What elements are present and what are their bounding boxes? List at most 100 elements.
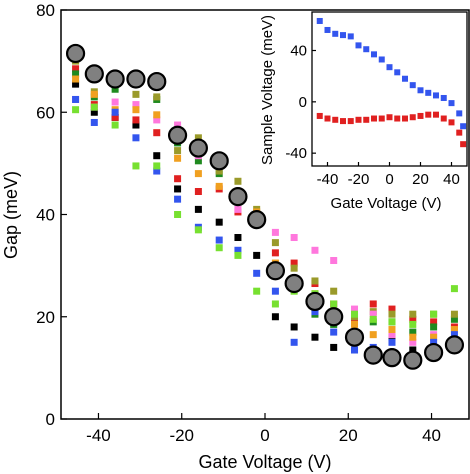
main-series-5-point-5 (174, 121, 182, 129)
main-series-5-point-3 (132, 101, 140, 109)
main-series-8-point-18 (430, 310, 438, 318)
main-series-1-point-3 (132, 121, 140, 129)
main-series-6-point-4 (153, 111, 161, 119)
main-series-1-point-12 (311, 333, 319, 341)
main-series-7-point-4 (153, 167, 161, 175)
main-series-7-point-0 (72, 95, 80, 103)
main-series-5-point-17 (409, 338, 417, 346)
main-series-2-point-15 (369, 300, 377, 308)
inset-series-1-point-0 (316, 112, 323, 119)
main-series-0-point-7 (209, 151, 229, 171)
main-series-8-point-1 (90, 103, 98, 111)
inset-series-0-point-10 (394, 69, 401, 76)
main-series-0-point-9 (247, 210, 267, 230)
main-series-5-point-16 (388, 331, 396, 339)
main-y-tick-label-1: 20 (36, 308, 55, 327)
main-series-7-point-3 (132, 134, 140, 142)
main-series-5-point-13 (330, 257, 338, 265)
main-series-0-point-17 (403, 350, 423, 370)
inset-series-0-point-13 (417, 87, 424, 94)
inset-series-1-point-3 (340, 118, 346, 125)
main-series-7-point-12 (311, 308, 319, 316)
main-series-2-point-18 (430, 318, 438, 326)
inset-series-0-point-8 (378, 56, 385, 63)
main-series-0-point-18 (424, 342, 444, 363)
inset-series-0-point-1 (324, 26, 331, 33)
inset-x-tick-label-2: 0 (385, 171, 393, 188)
inset-series-1-point-10 (394, 115, 401, 122)
main-series-7-point-16 (388, 338, 396, 346)
main-series-7-point-19 (450, 331, 458, 339)
inset-y-axis-title: Sample Voltage (meV) (259, 15, 276, 165)
main-series-6-point-0 (72, 75, 80, 83)
main-series-8-point-2 (111, 121, 119, 129)
main-y-tick-label-2: 40 (36, 206, 55, 225)
main-series-0-point-14 (344, 327, 365, 347)
main-series-1-point-1 (90, 108, 98, 116)
inset-series-0-point-16 (440, 94, 447, 101)
main-series-1-point-10 (271, 313, 279, 321)
inset-y-tick-label-2: 40 (290, 43, 307, 60)
inset-series-0-point-18 (456, 110, 463, 117)
main-series-1-point-0 (72, 80, 80, 88)
main-x-tick-label-2: 0 (260, 426, 269, 445)
main-series-0-point-3 (126, 69, 146, 89)
main-series-4-point-3 (132, 90, 140, 98)
main-series-2-point-0 (72, 65, 80, 73)
main-series-6-point-15 (369, 331, 377, 339)
main-series-2-point-17 (409, 315, 417, 323)
main-series-6-point-16 (388, 326, 396, 334)
main-series-3-point-0 (72, 70, 80, 78)
inset-x-tick-label-1: -20 (348, 171, 370, 188)
inset-series-0-point-6 (363, 46, 370, 53)
main-y-tick-label-4: 80 (36, 1, 55, 20)
inset-series-1-point-16 (440, 115, 447, 122)
main-series-2-point-4 (153, 129, 161, 137)
main-series-2-point-11 (290, 259, 298, 267)
main-series-5-point-4 (153, 116, 161, 124)
main-series-5-point-2 (111, 98, 119, 106)
main-series-4-point-4 (153, 93, 161, 101)
main-series-7-point-9 (253, 269, 261, 277)
main-series-4-point-5 (174, 147, 182, 155)
inset-series-1-point-15 (433, 111, 439, 118)
main-series-6-point-14 (351, 320, 359, 328)
main-series-0-point-1 (84, 64, 104, 84)
inset-y-tick-label-1: 0 (299, 94, 307, 111)
main-series-6-point-5 (174, 154, 182, 162)
main-series-4-point-17 (409, 310, 417, 318)
main-series-4-point-11 (290, 264, 298, 272)
inset-plot-marks (316, 17, 467, 148)
inset-background (311, 12, 467, 166)
main-series-8-point-3 (132, 162, 140, 170)
main-x-tick-label-3: 20 (339, 426, 358, 445)
inset-series-1-point-6 (363, 116, 370, 123)
main-series-6-point-19 (450, 326, 458, 334)
inset-series-1-point-18 (456, 129, 463, 136)
main-x-tick-label-1: -20 (169, 426, 194, 445)
main-series-1-point-6 (194, 205, 202, 213)
inset-axis-ticks: -40 -20 0 20 40 -40 0 40 (285, 43, 460, 189)
inset-series-0-point-17 (448, 100, 455, 107)
main-series-7-point-14 (351, 346, 359, 354)
main-series-3-point-18 (430, 323, 438, 331)
main-series-6-point-7 (215, 182, 223, 190)
main-series-2-point-10 (271, 249, 279, 257)
main-series-6-point-1 (90, 90, 98, 98)
inset-series-1-point-1 (324, 115, 331, 122)
main-series-8-point-15 (369, 315, 377, 323)
main-series-1-point-11 (290, 323, 298, 331)
inset-series-1-point-2 (332, 116, 339, 123)
main-series-8-point-13 (330, 300, 338, 308)
main-series-3-point-6 (194, 157, 202, 165)
main-series-3-point-2 (111, 85, 119, 93)
main-series-0-point-12 (305, 291, 325, 312)
inset-series-1-point-14 (425, 111, 432, 118)
inset-series-1-point-17 (448, 119, 455, 126)
main-series-8-point-9 (253, 287, 261, 295)
main-series-3-point-17 (409, 328, 417, 336)
main-series-4-point-12 (311, 277, 319, 285)
main-series-5-point-14 (351, 305, 359, 313)
